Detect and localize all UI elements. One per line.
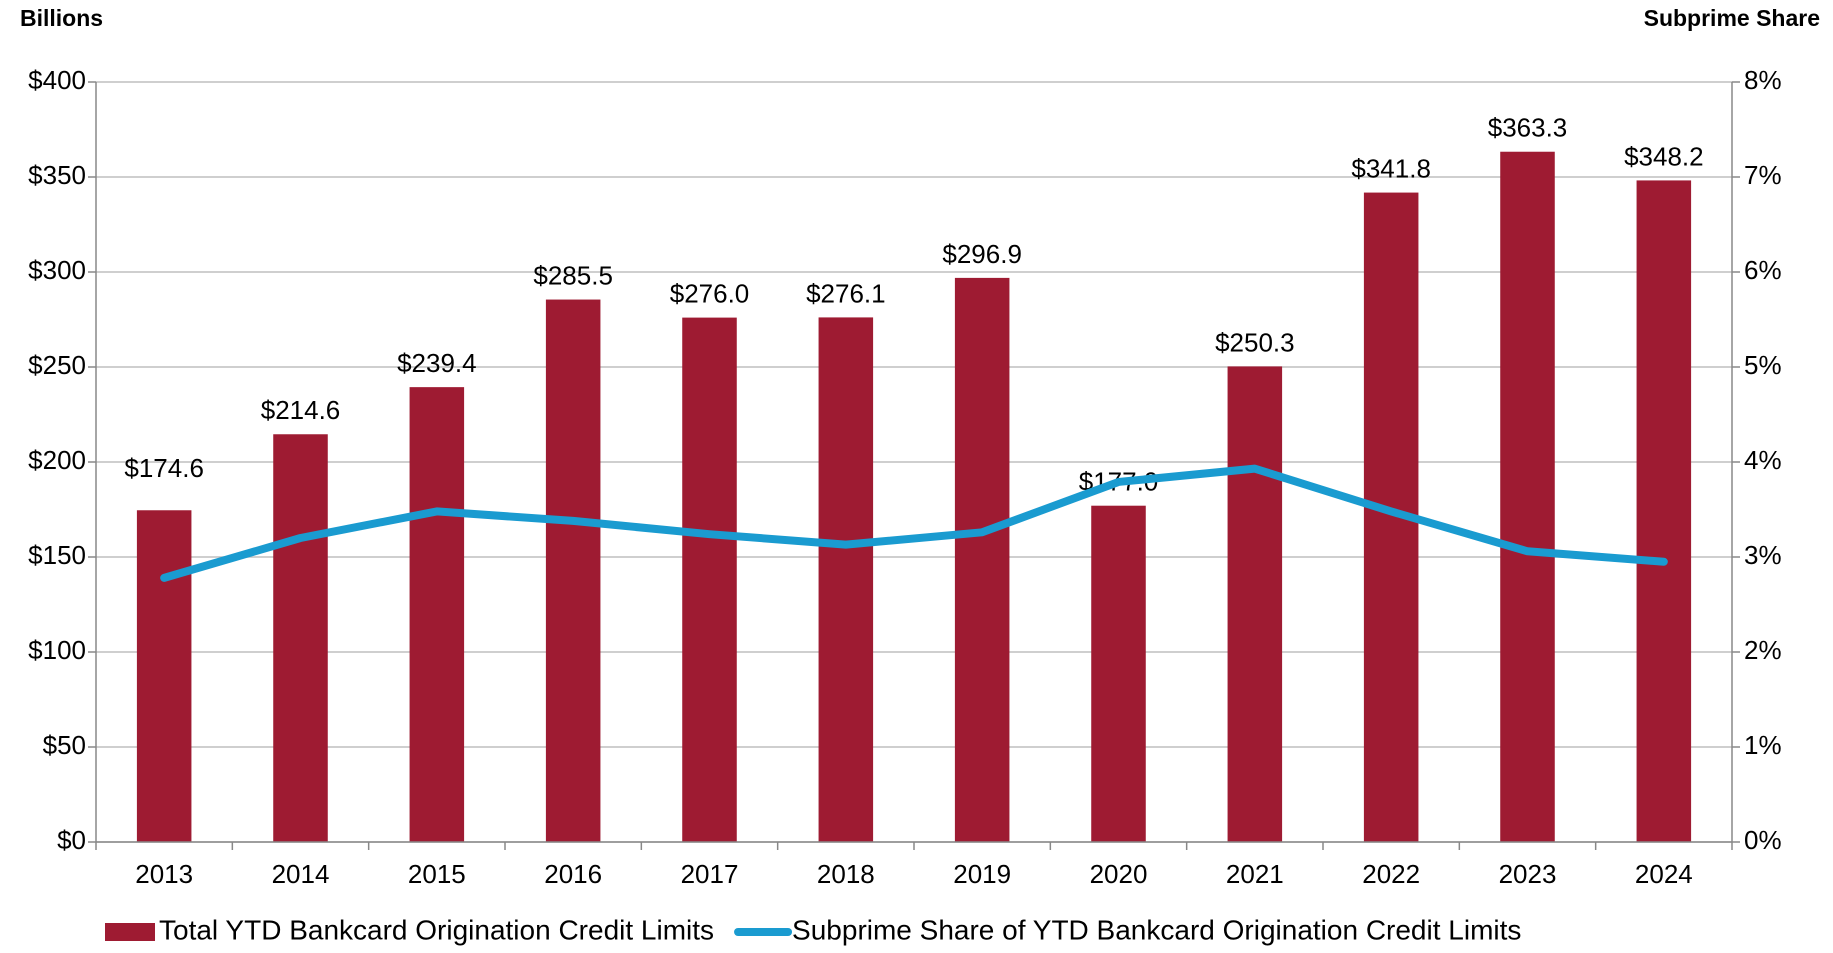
x-tick-label: 2020	[1090, 859, 1148, 889]
bar	[273, 434, 328, 842]
bar	[954, 277, 1010, 842]
line	[160, 464, 1668, 582]
y2-tick-label: 3%	[1744, 540, 1782, 570]
data-label: $214.6	[261, 395, 341, 425]
x-tick-label: 2014	[272, 859, 330, 889]
y2-tick-label: 7%	[1744, 160, 1782, 190]
y2-axis-title: Subprime Share	[1644, 5, 1820, 31]
data-label: $341.8	[1351, 153, 1431, 183]
bar	[1091, 505, 1146, 842]
y2-tick-label: 5%	[1744, 350, 1782, 380]
y2-tick-label: 2%	[1744, 635, 1782, 665]
data-label: $239.4	[397, 348, 477, 378]
x-tick-label: 2019	[953, 859, 1011, 889]
x-tick-label: 2018	[817, 859, 875, 889]
y-tick-label: $200	[28, 445, 86, 475]
data-label: $348.2	[1624, 141, 1704, 171]
x-tick-label: 2024	[1635, 859, 1693, 889]
data-label: $276.0	[670, 278, 750, 308]
data-label: $296.9	[942, 239, 1022, 269]
bar	[409, 387, 465, 842]
bar	[1500, 151, 1555, 843]
y-tick-label: $0	[57, 825, 86, 855]
y-axis-title: Billions	[20, 5, 103, 31]
y-tick-label: $250	[28, 350, 86, 380]
legend-label: Subprime Share of YTD Bankcard Originati…	[792, 914, 1521, 945]
data-label: $363.3	[1488, 113, 1568, 143]
x-tick-label: 2015	[408, 859, 466, 889]
data-label: $250.3	[1215, 327, 1295, 357]
bar	[682, 317, 737, 843]
bar	[1227, 366, 1283, 842]
x-tick-label: 2022	[1362, 859, 1420, 889]
bar	[136, 510, 192, 842]
legend-label: Total YTD Bankcard Origination Credit Li…	[159, 914, 714, 945]
x-tick-label: 2016	[544, 859, 602, 889]
x-tick-label: 2013	[135, 859, 193, 889]
x-tick-label: 2021	[1226, 859, 1284, 889]
legend-swatch	[105, 923, 155, 941]
y-tick-label: $400	[28, 65, 86, 95]
data-label: $174.6	[124, 453, 204, 483]
y-tick-label: $100	[28, 635, 86, 665]
data-label: $285.5	[533, 260, 613, 290]
y-tick-label: $350	[28, 160, 86, 190]
y-tick-label: $150	[28, 540, 86, 570]
bar	[1636, 180, 1692, 843]
x-tick-label: 2023	[1499, 859, 1557, 889]
y2-tick-label: 6%	[1744, 255, 1782, 285]
y2-tick-label: 0%	[1744, 825, 1782, 855]
y-tick-label: $300	[28, 255, 86, 285]
data-label: $276.1	[806, 278, 886, 308]
y2-tick-label: 8%	[1744, 65, 1782, 95]
x-tick-label: 2017	[681, 859, 739, 889]
bar	[818, 317, 874, 842]
y-tick-label: $50	[43, 730, 86, 760]
y2-tick-label: 4%	[1744, 445, 1782, 475]
bar	[545, 299, 601, 842]
y2-tick-label: 1%	[1744, 730, 1782, 760]
